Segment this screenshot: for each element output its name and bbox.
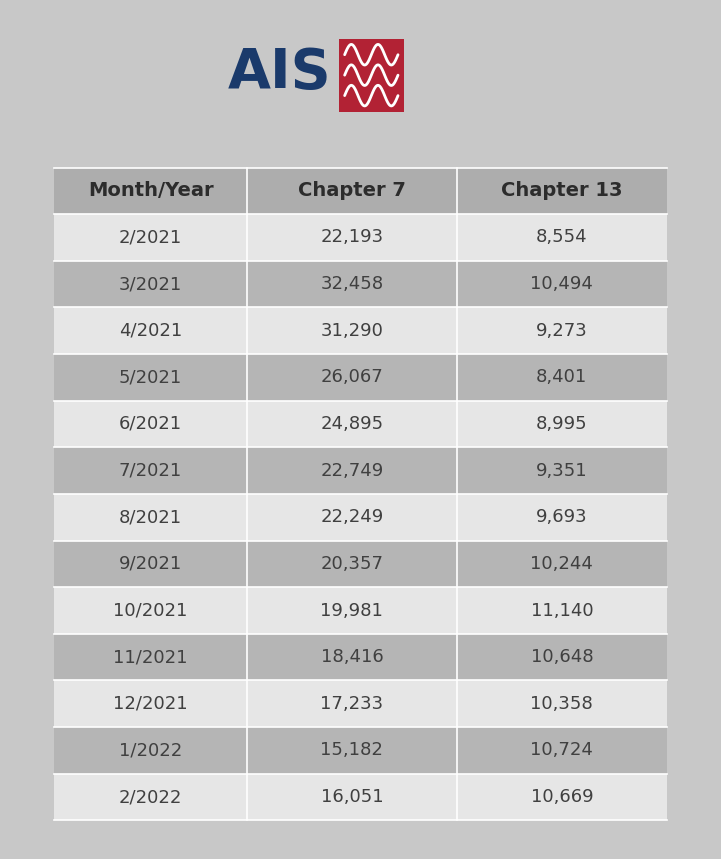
Text: 10,724: 10,724 bbox=[531, 741, 593, 759]
Text: 9,273: 9,273 bbox=[536, 322, 588, 339]
Text: 3/2021: 3/2021 bbox=[119, 275, 182, 293]
Text: 20,357: 20,357 bbox=[320, 555, 384, 573]
Bar bbox=[456, 214, 667, 261]
Bar bbox=[456, 540, 667, 588]
Text: 2/2021: 2/2021 bbox=[119, 228, 182, 247]
Bar bbox=[456, 308, 667, 354]
Text: 15,182: 15,182 bbox=[320, 741, 384, 759]
Text: 4/2021: 4/2021 bbox=[119, 322, 182, 339]
Bar bbox=[456, 588, 667, 634]
Text: 7/2021: 7/2021 bbox=[119, 461, 182, 479]
Bar bbox=[247, 774, 456, 820]
Bar bbox=[456, 354, 667, 400]
Bar bbox=[54, 168, 247, 214]
Text: 10,494: 10,494 bbox=[531, 275, 593, 293]
Text: 24,895: 24,895 bbox=[320, 415, 384, 433]
Bar bbox=[54, 588, 247, 634]
Bar bbox=[247, 168, 456, 214]
Text: Chapter 7: Chapter 7 bbox=[298, 181, 406, 200]
Bar bbox=[456, 727, 667, 774]
Bar bbox=[456, 448, 667, 494]
Bar bbox=[247, 588, 456, 634]
Text: 16,051: 16,051 bbox=[321, 788, 384, 806]
Text: 8,401: 8,401 bbox=[536, 369, 588, 387]
Bar bbox=[456, 494, 667, 540]
Text: Chapter 13: Chapter 13 bbox=[501, 181, 622, 200]
Text: 9,693: 9,693 bbox=[536, 509, 588, 527]
Bar bbox=[54, 400, 247, 448]
Text: Month/Year: Month/Year bbox=[88, 181, 213, 200]
Text: 1/2022: 1/2022 bbox=[119, 741, 182, 759]
Bar bbox=[456, 400, 667, 448]
Text: 17,233: 17,233 bbox=[320, 695, 384, 713]
Bar bbox=[54, 308, 247, 354]
Bar bbox=[54, 540, 247, 588]
Bar bbox=[54, 727, 247, 774]
Bar bbox=[247, 261, 456, 308]
Text: 22,249: 22,249 bbox=[320, 509, 384, 527]
Bar bbox=[54, 261, 247, 308]
Bar bbox=[54, 774, 247, 820]
Text: 10,244: 10,244 bbox=[531, 555, 593, 573]
Text: AIS: AIS bbox=[228, 46, 332, 100]
Text: 11/2021: 11/2021 bbox=[113, 649, 188, 666]
Bar bbox=[54, 494, 247, 540]
Bar bbox=[54, 680, 247, 727]
Text: 8,995: 8,995 bbox=[536, 415, 588, 433]
Text: 12/2021: 12/2021 bbox=[113, 695, 188, 713]
Bar bbox=[456, 168, 667, 214]
Bar bbox=[247, 727, 456, 774]
Bar bbox=[54, 354, 247, 400]
Text: 10,669: 10,669 bbox=[531, 788, 593, 806]
Text: 18,416: 18,416 bbox=[321, 649, 384, 666]
Bar bbox=[456, 634, 667, 680]
Text: 10,648: 10,648 bbox=[531, 649, 593, 666]
Text: 22,749: 22,749 bbox=[320, 461, 384, 479]
Bar bbox=[456, 680, 667, 727]
Bar bbox=[54, 214, 247, 261]
Bar bbox=[247, 214, 456, 261]
Bar bbox=[247, 308, 456, 354]
Text: 6/2021: 6/2021 bbox=[119, 415, 182, 433]
Bar bbox=[339, 39, 404, 112]
Text: 26,067: 26,067 bbox=[321, 369, 384, 387]
Text: 10/2021: 10/2021 bbox=[113, 601, 187, 619]
Text: 9,351: 9,351 bbox=[536, 461, 588, 479]
Bar bbox=[54, 634, 247, 680]
Bar bbox=[247, 540, 456, 588]
Bar bbox=[247, 680, 456, 727]
Bar bbox=[247, 354, 456, 400]
Bar bbox=[456, 774, 667, 820]
Text: 5/2021: 5/2021 bbox=[119, 369, 182, 387]
Text: 32,458: 32,458 bbox=[320, 275, 384, 293]
Text: 22,193: 22,193 bbox=[320, 228, 384, 247]
Bar bbox=[247, 400, 456, 448]
Bar bbox=[247, 448, 456, 494]
Text: 8,554: 8,554 bbox=[536, 228, 588, 247]
Bar bbox=[456, 261, 667, 308]
Text: 8/2021: 8/2021 bbox=[119, 509, 182, 527]
Text: 11,140: 11,140 bbox=[531, 601, 593, 619]
Text: 9/2021: 9/2021 bbox=[119, 555, 182, 573]
Bar bbox=[247, 634, 456, 680]
Bar bbox=[54, 448, 247, 494]
Text: 19,981: 19,981 bbox=[320, 601, 384, 619]
Text: 31,290: 31,290 bbox=[320, 322, 384, 339]
Text: 10,358: 10,358 bbox=[531, 695, 593, 713]
Text: 2/2022: 2/2022 bbox=[119, 788, 182, 806]
Bar bbox=[247, 494, 456, 540]
